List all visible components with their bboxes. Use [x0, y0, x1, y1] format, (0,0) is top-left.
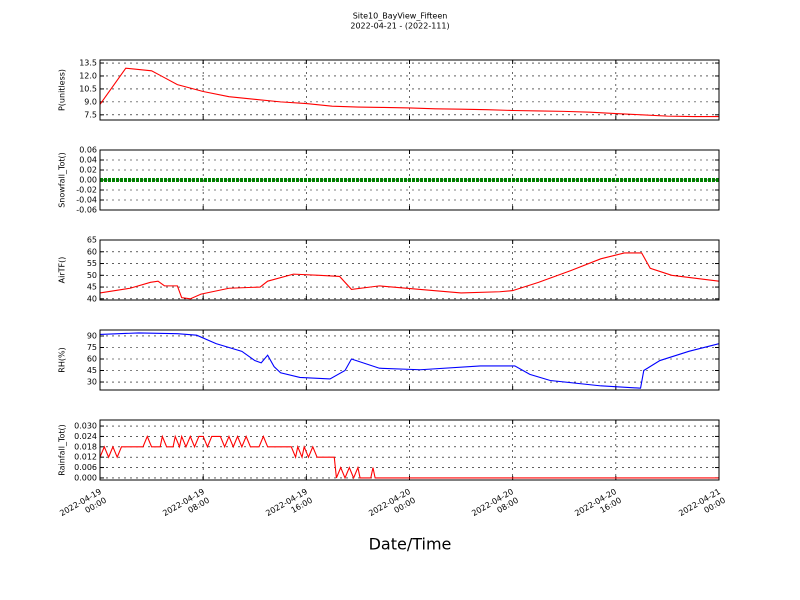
y-tick-label: 0.030: [74, 422, 97, 431]
y-tick-label: 0.000: [74, 473, 97, 482]
y-axis-label: P(unitless): [58, 69, 67, 111]
y-tick-label: -0.02: [76, 186, 97, 195]
y-tick-label: 55: [87, 259, 97, 268]
y-tick-label: -0.06: [76, 206, 97, 215]
y-tick-label: 0.012: [74, 453, 97, 462]
axes-frame: [99, 329, 720, 391]
axes-frame: [99, 149, 720, 211]
y-tick-label: -0.04: [76, 196, 97, 205]
y-tick-label: 50: [87, 271, 97, 280]
y-tick-label: 60: [87, 247, 97, 256]
data-line: [99, 67, 719, 118]
axes-frame: [99, 59, 720, 121]
y-tick-label: 0.00: [79, 176, 97, 185]
y-tick-label: 40: [87, 294, 97, 303]
y-axis-label: AirTF(): [58, 257, 67, 284]
y-tick-label: 0.018: [74, 442, 97, 451]
axes-frame: [99, 419, 720, 481]
y-tick-label: 65: [87, 236, 97, 245]
axes-frame: [99, 239, 720, 301]
y-tick-label: 45: [87, 366, 97, 375]
y-tick-label: 60: [87, 355, 97, 364]
data-line: [99, 332, 720, 389]
y-tick-label: 75: [87, 343, 97, 352]
y-tick-label: 0.02: [79, 166, 97, 175]
x-axis-label: Date/Time: [369, 535, 452, 554]
y-tick-label: 0.06: [79, 146, 97, 155]
y-tick-label: 13.5: [79, 59, 97, 68]
y-tick-label: 30: [87, 378, 97, 387]
data-line: [99, 252, 720, 300]
y-tick-label: 0.024: [74, 432, 97, 441]
y-tick-label: 45: [87, 283, 97, 292]
chart-subtitle: 2022-04-21 - (2022-111): [350, 22, 449, 31]
y-axis-label: Snowfall_Tot(): [58, 152, 67, 208]
data-line: [99, 434, 719, 480]
y-axis-label: RH(%): [58, 347, 67, 372]
y-tick-label: 7.5: [84, 110, 97, 119]
chart-title: Site10_BayView_Fifteen: [353, 12, 448, 21]
y-tick-label: 12.0: [79, 71, 97, 80]
y-tick-label: 10.5: [79, 84, 97, 93]
y-tick-label: 0.04: [79, 156, 97, 165]
y-tick-label: 90: [87, 331, 97, 340]
y-tick-label: 0.006: [74, 463, 97, 472]
y-axis-label: Rainfall_Tot(): [58, 424, 67, 476]
y-tick-label: 9.0: [84, 97, 97, 106]
